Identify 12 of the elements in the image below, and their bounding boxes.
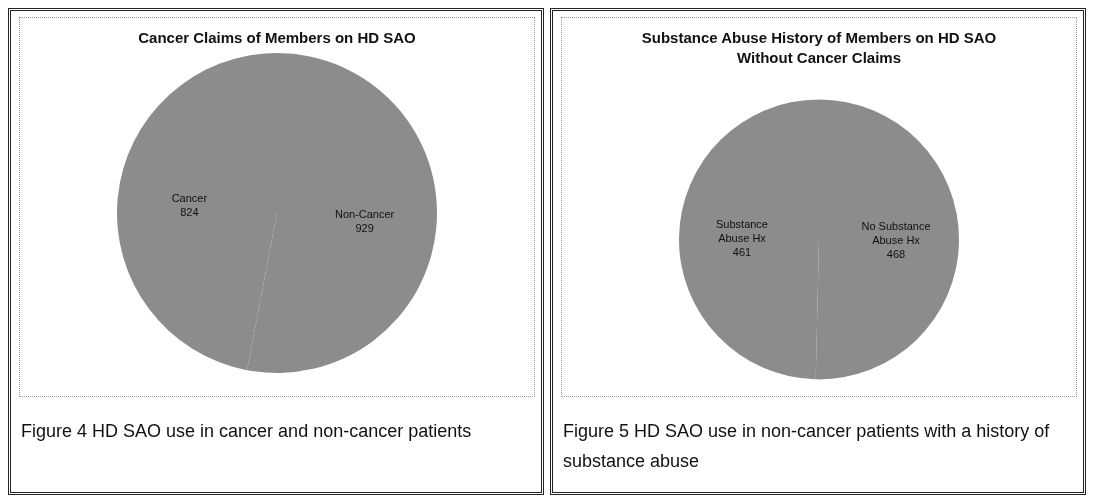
chart-title: Substance Abuse History of Members on HD SAO Without Cancer Claims <box>640 28 998 68</box>
caption: Figure 4 HD SAO use in cancer and non-cancer patients <box>21 420 473 443</box>
slice-label: Non-Cancer <box>334 208 395 221</box>
slice-label: No Substance Abuse Hx <box>861 220 931 247</box>
data-label: 468 <box>886 248 906 261</box>
data-label: 929 <box>355 222 374 235</box>
slice-label: Cancer <box>171 191 208 204</box>
chart-title: Cancer Claims of Members on HD SAO <box>137 28 417 48</box>
data-label: 824 <box>180 205 199 218</box>
slice-label: Substance Abuse Hx <box>716 218 768 245</box>
caption: Figure 5 HD SAO use in non-cancer patients with a history of substance abuse <box>563 420 1051 473</box>
data-label: 461 <box>732 246 752 259</box>
